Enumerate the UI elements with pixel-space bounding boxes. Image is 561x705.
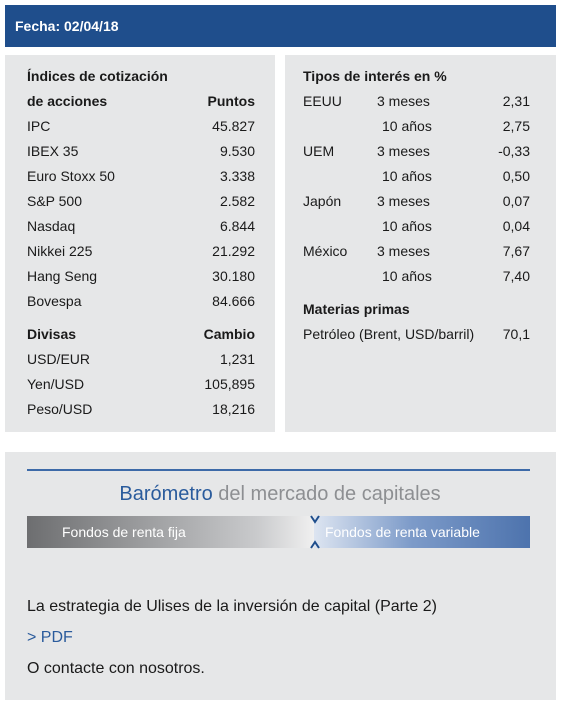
term: 3 meses <box>377 243 430 259</box>
index-name: IBEX 35 <box>27 143 79 159</box>
barometer-title-main: Barómetro <box>119 483 213 505</box>
term: 10 años <box>382 168 432 184</box>
section-title: Tipos de interés en % <box>303 68 447 84</box>
term: 10 años <box>382 268 432 284</box>
index-value: 30.180 <box>212 268 255 284</box>
country: Japón <box>303 193 342 209</box>
rate-value: 7,67 <box>502 243 530 259</box>
section-title: de acciones <box>27 93 108 109</box>
rate-value: -0,33 <box>498 143 530 159</box>
equity-label[interactable]: Fondos de renta variable <box>325 524 480 540</box>
index-value: 9.530 <box>219 143 255 159</box>
bottom-panel <box>5 452 556 700</box>
section-title: Materias primas <box>303 301 410 317</box>
country: EEUU <box>303 93 342 109</box>
currency-name: Peso/USD <box>27 401 93 417</box>
rate-value: 2,31 <box>502 93 530 109</box>
index-value: 2.582 <box>219 193 255 209</box>
column-header: Cambio <box>203 326 255 342</box>
equity-bar[interactable]: Fondos de renta variable <box>314 516 530 548</box>
country: UEM <box>303 143 335 159</box>
rate-value: 7,40 <box>502 268 530 284</box>
section-title: Divisas <box>27 326 77 342</box>
index-value: 84.666 <box>212 293 255 309</box>
left-panel <box>5 55 275 432</box>
commodity-value: 70,1 <box>502 326 530 342</box>
index-name: Euro Stoxx 50 <box>27 168 115 184</box>
index-name: Hang Seng <box>27 268 98 284</box>
index-value: 6.844 <box>219 218 255 234</box>
index-value: 21.292 <box>212 243 255 259</box>
index-value: 45.827 <box>212 118 255 134</box>
barometer-title-rest: del mercado de capitales <box>218 483 441 505</box>
currency-name: USD/EUR <box>27 351 91 367</box>
right-panel <box>285 55 556 432</box>
term: 10 años <box>382 118 432 134</box>
index-name: Nikkei 225 <box>27 243 93 259</box>
currency-value: 1,231 <box>219 351 255 367</box>
contact-link[interactable]: O contacte con nosotros. <box>27 660 205 677</box>
index-name: S&P 500 <box>27 193 83 209</box>
index-value: 3.338 <box>219 168 255 184</box>
date: Fecha: 02/04/18 <box>15 18 119 34</box>
pdf-link[interactable]: > PDF <box>27 629 73 646</box>
term: 3 meses <box>377 93 430 109</box>
currency-value: 18,216 <box>212 401 255 417</box>
barometer-title: Barómetro del mercado de capitales <box>119 482 440 506</box>
fixed-income-label[interactable]: Fondos de renta fija <box>62 524 186 540</box>
rate-value: 2,75 <box>502 118 530 134</box>
index-name: Bovespa <box>27 293 82 309</box>
column-header: Puntos <box>207 93 255 109</box>
term: 3 meses <box>377 143 430 159</box>
rate-value: 0,50 <box>502 168 530 184</box>
term: 3 meses <box>377 193 430 209</box>
rate-value: 0,04 <box>502 218 530 234</box>
commodity-name: Petróleo (Brent, USD/barril) <box>303 326 475 342</box>
divider <box>27 469 530 471</box>
fixed-income-bar[interactable]: Fondos de renta fija <box>27 516 314 548</box>
article-link[interactable]: La estrategia de Ulises de la inversión … <box>27 598 437 615</box>
currency-value: 105,895 <box>204 376 255 392</box>
country: México <box>303 243 348 259</box>
term: 10 años <box>382 218 432 234</box>
rate-value: 0,07 <box>502 193 530 209</box>
index-name: Nasdaq <box>27 218 76 234</box>
index-name: IPC <box>27 118 51 134</box>
slider-marker <box>310 515 320 549</box>
header-bar: Fecha: 02/04/18 <box>5 5 556 47</box>
section-title: Índices de cotización <box>27 68 168 84</box>
currency-name: Yen/USD <box>27 376 85 392</box>
